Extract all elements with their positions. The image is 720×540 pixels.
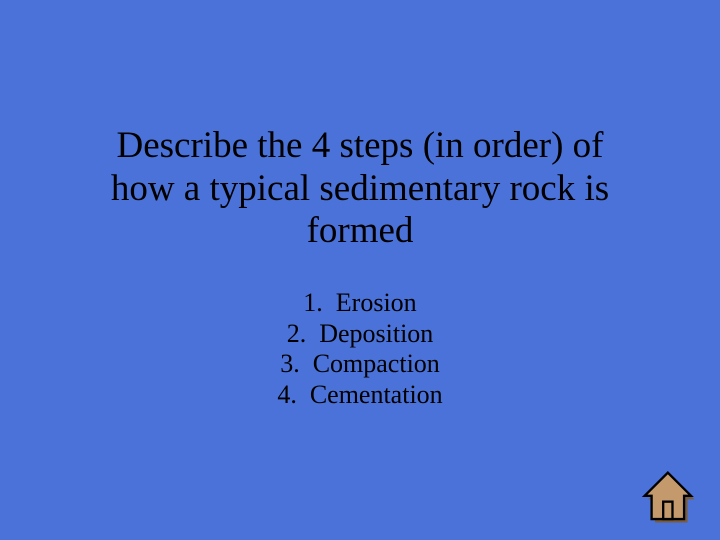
list-item: 2. Deposition [0,319,720,350]
slide: Describe the 4 steps (in order) of how a… [0,0,720,540]
list-text: Deposition [319,319,433,348]
list-item: 1. Erosion [0,288,720,319]
home-button[interactable] [640,468,698,526]
question-title: Describe the 4 steps (in order) of how a… [0,125,720,253]
list-text: Compaction [313,349,440,378]
list-number: 2. [287,319,307,348]
list-number: 1. [303,288,323,317]
home-icon-body [645,473,691,519]
list-number: 4. [277,380,297,409]
answer-list: 1. Erosion 2. Deposition 3. Compaction 4… [0,288,720,411]
list-item: 3. Compaction [0,349,720,380]
list-number: 3. [280,349,300,378]
list-text: Erosion [336,288,417,317]
title-line-2: how a typical sedimentary rock is [111,168,609,209]
home-icon [640,468,698,526]
list-text: Cementation [310,380,443,409]
list-item: 4. Cementation [0,380,720,411]
title-line-1: Describe the 4 steps (in order) of [117,125,604,166]
title-line-3: formed [307,210,414,251]
